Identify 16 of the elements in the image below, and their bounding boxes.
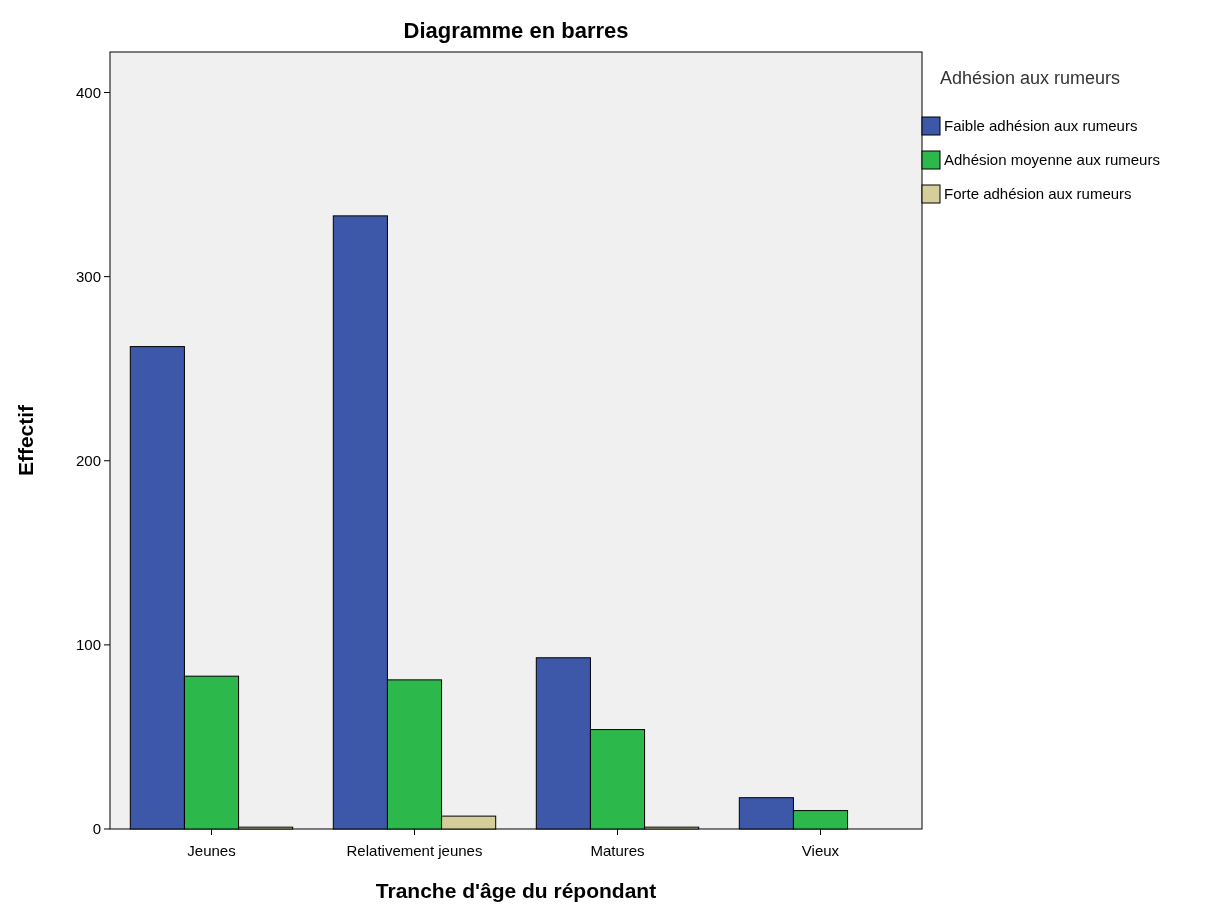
x-tick-label: Jeunes xyxy=(187,842,236,859)
y-tick-label: 100 xyxy=(75,636,101,654)
y-tick-label: 200 xyxy=(75,452,101,469)
x-tick-label: Vieux xyxy=(801,842,840,859)
legend-label: Adhésion moyenne aux rumeurs xyxy=(944,151,1160,168)
y-tick-label: 0 xyxy=(92,820,101,838)
y-axis-title: Effectif xyxy=(14,403,37,477)
x-tick-label: Matures xyxy=(590,842,645,859)
chart-title: Diagramme en barres xyxy=(403,18,629,43)
y-tick-label: 300 xyxy=(75,267,101,285)
legend-title: Adhésion aux rumeurs xyxy=(940,68,1121,88)
legend-label: Forte adhésion aux rumeurs xyxy=(944,185,1132,202)
x-tick-label: Relativement jeunes xyxy=(346,842,483,859)
legend-label: Faible adhésion aux rumeurs xyxy=(944,117,1138,134)
x-axis-title: Tranche d'âge du répondant xyxy=(375,879,657,902)
y-tick-label: 400 xyxy=(75,83,101,101)
